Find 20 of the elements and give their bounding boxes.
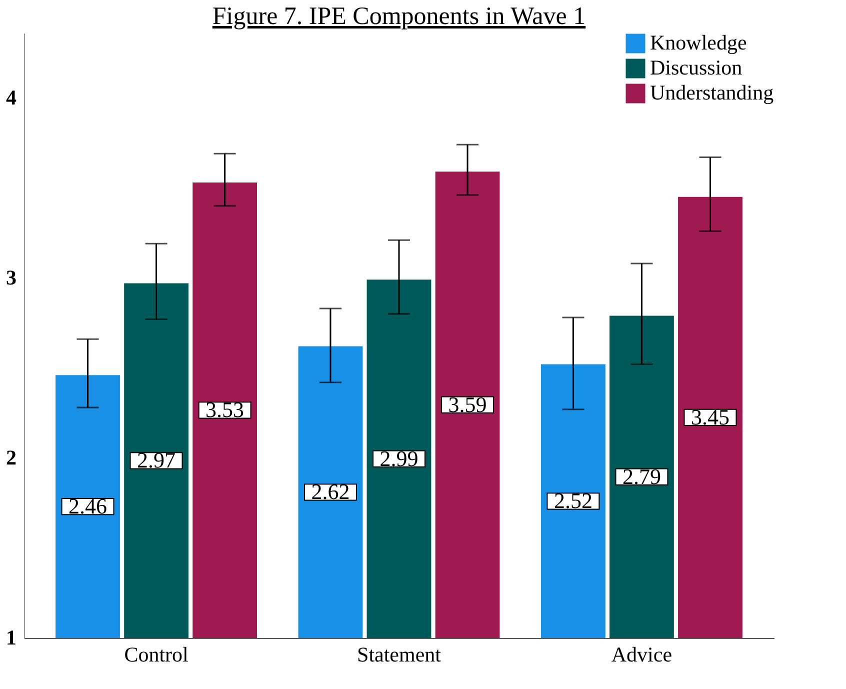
data-label: 2.79 bbox=[622, 464, 661, 489]
data-label: 3.45 bbox=[690, 404, 730, 430]
x-tick-label: Control bbox=[124, 642, 189, 666]
data-label: 2.99 bbox=[380, 446, 418, 471]
y-tick-label: 3 bbox=[6, 265, 16, 290]
x-tick-label: Advice bbox=[611, 642, 672, 666]
data-label: 2.46 bbox=[68, 494, 108, 519]
data-label: 3.53 bbox=[206, 397, 244, 422]
chart-title: Figure 7. IPE Components in Wave 1 bbox=[212, 3, 586, 30]
legend-label: Understanding bbox=[650, 80, 774, 104]
legend-label: Discussion bbox=[650, 56, 743, 80]
y-tick-label: 1 bbox=[6, 626, 16, 650]
data-label: 2.52 bbox=[554, 488, 592, 514]
y-tick-label: 4 bbox=[6, 85, 17, 110]
y-tick-label: 2 bbox=[6, 445, 16, 470]
legend-label: Knowledge bbox=[650, 30, 747, 54]
data-label: 3.59 bbox=[448, 392, 487, 417]
data-label: 2.97 bbox=[137, 448, 176, 473]
x-tick-label: Statement bbox=[357, 642, 442, 666]
data-label: 2.62 bbox=[311, 479, 350, 504]
